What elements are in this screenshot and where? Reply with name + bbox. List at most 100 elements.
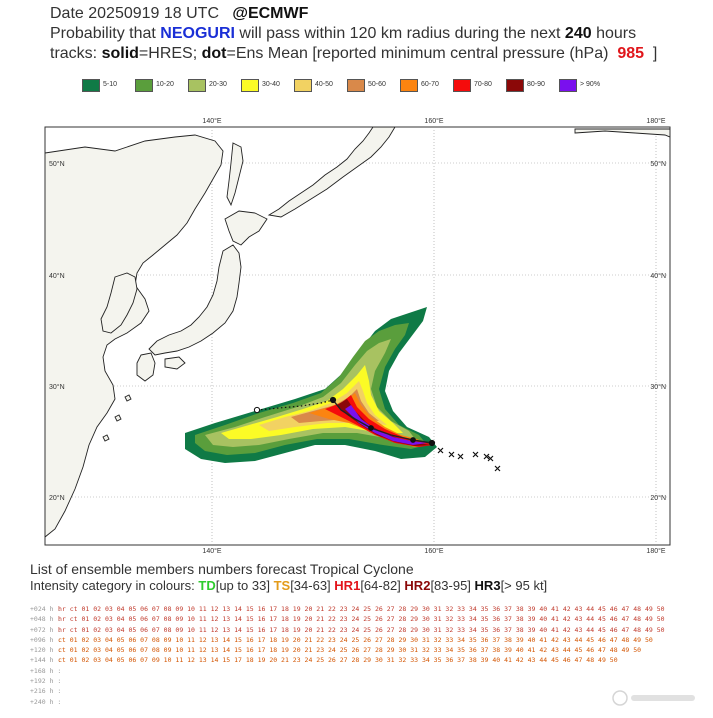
hr1-range: [64-82]	[360, 578, 401, 593]
legend-label: 40-50	[315, 81, 333, 88]
member-list: ct 01 02 03 04 05 06 07 08 09 10 11 12 1…	[58, 635, 653, 644]
track-markers	[253, 396, 436, 447]
cross-marker	[487, 455, 494, 462]
lon-label: 180°E	[646, 547, 665, 555]
honshu-island	[148, 244, 242, 356]
legend-swatch	[82, 79, 100, 92]
legend-swatch	[559, 79, 577, 92]
shikoku-island	[164, 356, 186, 370]
lat-label: 40°N	[650, 272, 666, 280]
legend-swatch	[294, 79, 312, 92]
storm-name: NEOGURI	[160, 25, 235, 42]
table-row: +120 h :ct 01 02 03 04 05 06 07 08 09 10…	[30, 645, 665, 655]
ensemble-crosses	[437, 447, 501, 472]
lead-time-label: +192 h :	[30, 677, 62, 686]
lead-time-label: +240 h :	[30, 697, 62, 706]
solid-word: solid	[101, 45, 139, 62]
hr2-label: HR2	[404, 578, 431, 593]
forecast-date: Date 20250919 18 UTC	[50, 5, 219, 22]
cross-marker	[448, 451, 455, 458]
table-row: +144 h :ct 01 02 03 04 05 06 07 09 10 11…	[30, 655, 665, 665]
member-list: ct 01 02 03 04 05 06 07 08 09 10 11 12 1…	[58, 646, 642, 655]
header-text: will pass within 120 km radius during th…	[239, 25, 561, 42]
lead-time-label: +144 h :	[30, 656, 62, 665]
header-text: ]	[652, 45, 658, 62]
header-line-3: tracks: solid=HRES; dot=Ens Mean [report…	[50, 44, 657, 64]
legend-swatch	[453, 79, 471, 92]
legend-swatch	[506, 79, 524, 92]
source-label: @ECMWF	[232, 5, 309, 22]
track-point	[410, 437, 416, 443]
watermark-logo	[612, 690, 695, 706]
header-text: Probability that	[50, 25, 156, 42]
legend-label: 10-20	[156, 81, 174, 88]
hr3-label: HR3	[474, 578, 501, 593]
lon-label: 140°E	[202, 547, 221, 555]
korean-peninsula	[100, 272, 138, 334]
lead-time-label: +024 h :	[30, 605, 62, 613]
lon-label: 160°E	[424, 117, 443, 125]
cross-marker	[494, 465, 501, 472]
hr3-range: [> 95 kt]	[500, 578, 548, 593]
header-text: tracks:	[50, 45, 98, 62]
table-row: +048 h :hr ct 01 02 03 04 05 06 07 08 09…	[30, 614, 665, 624]
hr1-label: HR1	[334, 578, 361, 593]
table-row: +240 h :	[30, 697, 665, 707]
hr2-range: [83-95]	[430, 578, 471, 593]
track-point	[253, 406, 261, 414]
track-point	[368, 425, 374, 431]
hokkaido-island	[224, 210, 268, 246]
lat-label: 20°N	[49, 494, 65, 502]
legend-label: 80-90	[527, 81, 545, 88]
legend-label: > 90%	[580, 81, 601, 88]
header-line-1: Date 20250919 18 UTC @ECMWF	[50, 4, 308, 24]
lon-label: 140°E	[202, 117, 221, 125]
header-text: =HRES;	[138, 45, 198, 62]
lon-label: 160°E	[424, 547, 443, 555]
cross-marker	[483, 453, 490, 460]
ts-range: [34-63]	[290, 578, 331, 593]
track-point	[428, 439, 436, 447]
ryukyu-islands	[102, 394, 132, 442]
member-list: ct 01 02 03 04 05 06 07 09 10 11 12 13 1…	[58, 656, 618, 665]
cross-marker	[437, 447, 444, 454]
members-list-title: List of ensemble members numbers forecas…	[30, 561, 414, 577]
cyclone-probability-map: 140°E 140°E 160°E 160°E 180°E 180°E 50°N 50°N 40…	[44, 117, 671, 555]
lead-time-label: +096 h :	[30, 635, 62, 644]
intensity-legend: Intensity category in colours: TD[up to …	[30, 578, 547, 593]
legend-label: 50-60	[368, 81, 386, 88]
lead-time-label: +048 h :	[30, 615, 62, 624]
lon-label: 180°E	[646, 117, 665, 125]
legend-swatch	[135, 79, 153, 92]
table-row: +072 h :hr ct 01 02 03 04 05 06 07 08 09…	[30, 625, 665, 635]
cross-marker	[457, 453, 464, 460]
legend-label: 30-40	[262, 81, 280, 88]
legend-swatch	[347, 79, 365, 92]
sakhalin-island	[226, 142, 244, 207]
legend-swatch	[241, 79, 259, 92]
kyushu-island	[136, 352, 156, 382]
lead-time-label: +216 h :	[30, 687, 62, 696]
ts-label: TS	[273, 578, 291, 593]
legend-swatch	[400, 79, 418, 92]
cross-marker	[472, 451, 479, 458]
td-range: [up to 33]	[215, 578, 270, 593]
legend-swatch	[188, 79, 206, 92]
kuril-kamchatka	[267, 127, 396, 218]
intensity-prefix: Intensity category in colours:	[30, 578, 195, 593]
dot-word: dot	[201, 45, 227, 62]
table-row: +216 h :	[30, 686, 665, 696]
legend-label: 70-80	[474, 81, 492, 88]
table-row: +168 h :	[30, 666, 665, 676]
lat-label: 40°N	[49, 272, 65, 280]
lat-label: 30°N	[49, 383, 65, 391]
lat-label: 50°N	[650, 160, 666, 168]
legend-label: 60-70	[421, 81, 439, 88]
min-pressure: 985	[617, 45, 645, 62]
aleutian-islands	[574, 128, 670, 138]
header-text: =Ens Mean [reported minimum central pres…	[226, 45, 609, 62]
member-list: hr ct 01 02 03 04 05 06 07 08 09 10 11 1…	[58, 625, 665, 634]
lead-time-label: +072 h :	[30, 625, 62, 634]
table-row: +096 h :ct 01 02 03 04 05 06 07 08 09 10…	[30, 635, 665, 645]
legend-label: 20-30	[209, 81, 227, 88]
